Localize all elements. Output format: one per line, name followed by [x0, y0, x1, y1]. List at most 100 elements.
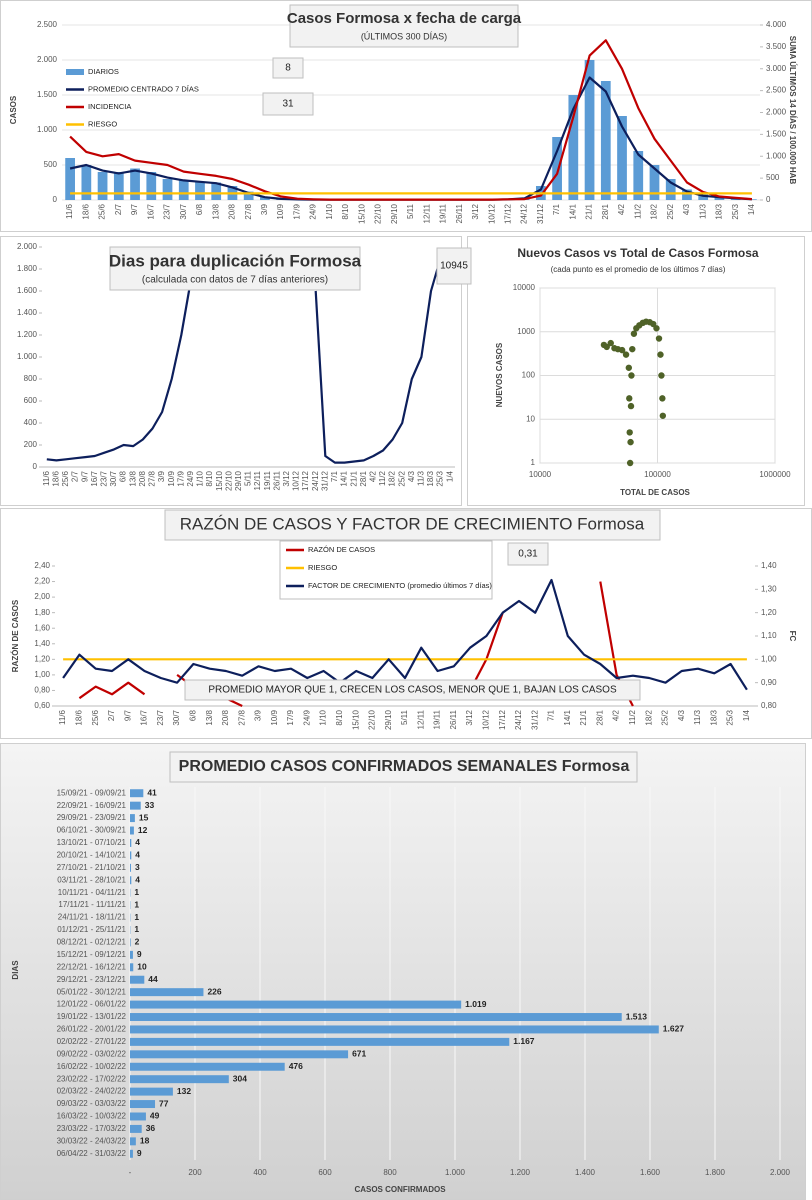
bar — [600, 81, 611, 200]
line — [69, 39, 752, 201]
x-tick-label: 1.600 — [640, 1168, 661, 1177]
bar — [130, 988, 204, 997]
y-tick-label: 2.000 — [17, 242, 38, 251]
value-label: 15 — [139, 812, 149, 822]
x-tick-label: 14/1 — [563, 709, 572, 725]
x-tick-label: 1.000 — [445, 1168, 466, 1177]
x-tick-label: 27/8 — [148, 470, 157, 486]
value-label: 226 — [207, 986, 221, 996]
x-tick-label: 800 — [383, 1168, 397, 1177]
bar — [130, 838, 132, 847]
x-tick-label: 20/8 — [221, 709, 230, 725]
x-tick-label: 30/7 — [172, 709, 181, 725]
point — [659, 395, 666, 402]
x-tick-label: 17/9 — [176, 470, 185, 486]
value-label: 10 — [137, 962, 147, 972]
value-label: 304 — [233, 1073, 247, 1083]
title-box — [169, 751, 638, 783]
y-tick-label: 29/09/21 - 23/09/21 — [57, 813, 127, 822]
bar — [633, 151, 644, 200]
x-tick-label: 28/1 — [601, 203, 610, 219]
x-tick-label: 22/10 — [374, 203, 383, 224]
point — [626, 429, 633, 436]
bar — [130, 1037, 510, 1046]
x-tick-label: 17/12 — [301, 470, 310, 491]
annotation-box — [272, 57, 304, 79]
x-tick-label: 13/8 — [128, 470, 137, 486]
x-tick-label: 21/1 — [585, 203, 594, 219]
x-tick-label: 25/6 — [91, 709, 100, 725]
point — [657, 351, 664, 358]
y-tick-label: 2.000 — [37, 55, 58, 64]
bar — [195, 182, 205, 200]
y-tick-label: 08/12/21 - 02/12/21 — [57, 938, 127, 947]
x-tick-label: 9/7 — [130, 203, 139, 215]
y-tick-label: 09/03/22 - 03/03/22 — [57, 1099, 127, 1108]
y-tick-label: 400 — [24, 418, 38, 427]
y-tick-label: 06/04/22 - 31/03/22 — [57, 1149, 127, 1158]
bar — [552, 137, 562, 200]
title-box — [289, 4, 519, 48]
y-tick-label: 1,60 — [34, 623, 50, 632]
x-tick-label: 1/10 — [325, 203, 334, 219]
y-tick-label: 500 — [44, 160, 58, 169]
bar — [130, 1112, 146, 1121]
y2-tick-label: 1,30 — [761, 584, 777, 593]
y-tick-label: 1,80 — [34, 608, 50, 617]
legend-label: RAZÓN DE CASOS — [308, 545, 375, 554]
y-tick-label: 10 — [526, 414, 535, 423]
bar — [97, 172, 108, 200]
value-label: 1 — [134, 887, 139, 897]
x-tick-label: 18/6 — [81, 203, 90, 219]
y-tick-label: 16/02/22 - 10/02/22 — [57, 1062, 127, 1071]
value-label: 4 — [135, 850, 140, 860]
bar — [568, 95, 579, 200]
x-tick-label: 1/4 — [747, 203, 756, 215]
y-tick-label: 15/12/21 - 09/12/21 — [57, 950, 127, 959]
value-label: 132 — [177, 1086, 191, 1096]
value-label: 41 — [147, 787, 157, 797]
y-tick-label: 0,80 — [34, 686, 50, 695]
y-tick-label: 23/03/22 - 17/03/22 — [57, 1124, 127, 1133]
y2-axis-title: SUMA ÚLTIMOS 14 DÍAS / 100.000 HAB — [788, 36, 797, 185]
x-tick-label: 29/10 — [390, 203, 399, 224]
x-tick-label: 11/6 — [58, 709, 67, 725]
x-tick-label: 24/12 — [520, 203, 529, 224]
x-tick-label: 26/11 — [455, 203, 464, 223]
y-tick-label: 0 — [33, 462, 38, 471]
x-tick-label: 200 — [188, 1168, 202, 1177]
annotation-box — [507, 542, 549, 566]
x-tick-label: 4/3 — [682, 203, 691, 215]
x-tick-label: 27/8 — [237, 709, 246, 725]
bar — [649, 165, 660, 200]
value-label: 1 — [134, 899, 139, 909]
x-tick-label: 10/9 — [276, 203, 285, 219]
y-tick-label: 02/03/22 - 24/02/22 — [57, 1087, 127, 1096]
point — [629, 345, 636, 353]
x-tick-label: 28/1 — [359, 470, 368, 486]
x-tick-label: 3/12 — [465, 709, 474, 725]
x-tick-label: 11/2 — [378, 470, 387, 486]
x-tick-label: 30/7 — [179, 203, 188, 219]
chart-subtitle: (ÚLTIMOS 300 DÍAS) — [361, 31, 447, 41]
x-tick-label: 2/7 — [114, 203, 123, 215]
y-tick-label: 100 — [522, 371, 536, 380]
bar — [130, 1025, 659, 1034]
x-tick-label: 17/9 — [292, 203, 301, 219]
x-tick-label: 7/1 — [547, 709, 556, 721]
value-label: 1.167 — [513, 1036, 535, 1046]
point — [626, 459, 634, 467]
bar — [130, 1124, 142, 1133]
x-tick-label: 1/10 — [196, 470, 205, 486]
x-tick-label: 18/3 — [426, 470, 435, 486]
chart-title: PROMEDIO CASOS CONFIRMADOS SEMANALES For… — [179, 758, 630, 775]
y-tick-label: 0 — [53, 195, 58, 204]
point — [626, 395, 633, 402]
bar — [665, 179, 676, 200]
x-tick-label: 11/3 — [693, 709, 702, 725]
x-tick-label: 100000 — [644, 470, 671, 479]
value-label: 44 — [148, 974, 158, 984]
annotation: 0,31 — [518, 549, 538, 560]
bar — [617, 116, 627, 200]
